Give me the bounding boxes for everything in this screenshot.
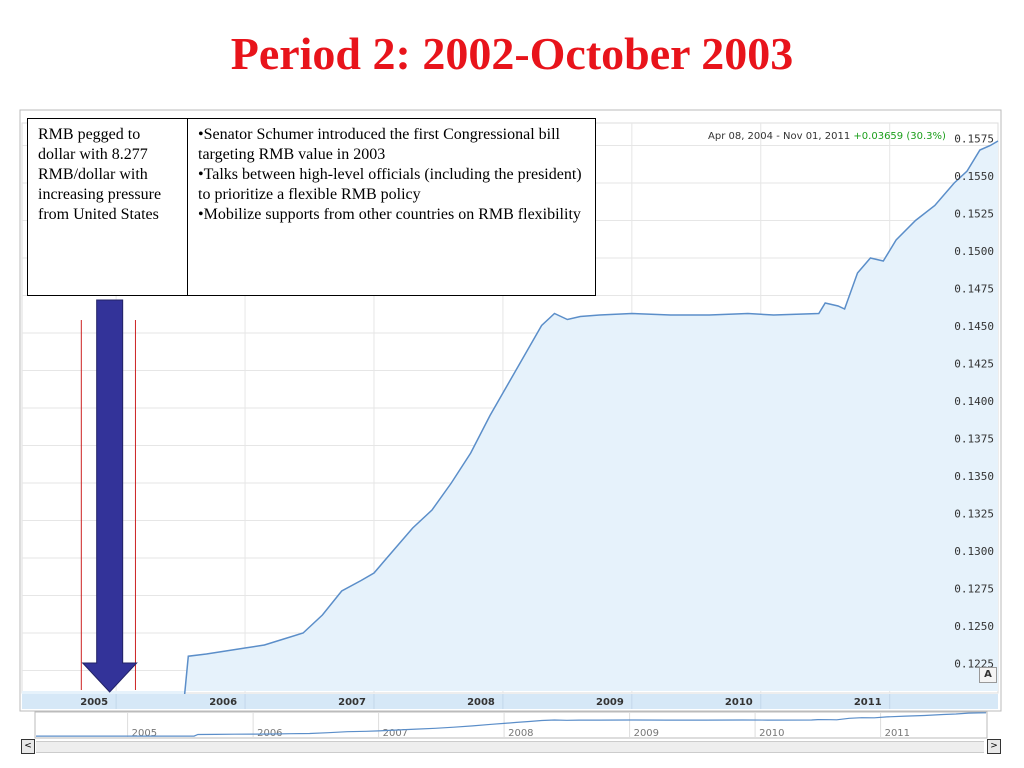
navigator-line <box>36 712 987 737</box>
y-tick-label: 0.1375 <box>954 433 994 446</box>
navigator-tick-label: 2011 <box>885 728 910 739</box>
down-arrow <box>81 299 138 693</box>
x-tick-label: 2008 <box>467 697 495 708</box>
series-line <box>22 140 999 697</box>
bullet-list-cell: •Senator Schumer introduced the first Co… <box>187 118 596 296</box>
annotation-toggle-button[interactable]: A <box>979 667 997 683</box>
navigator-tick-label: 2009 <box>634 728 659 739</box>
x-tick-label: 2010 <box>725 697 753 708</box>
y-tick-label: 0.1500 <box>954 245 994 258</box>
y-tick-label: 0.1300 <box>954 545 994 558</box>
navigator-tick-label: 2008 <box>508 728 533 739</box>
scroll-right-button[interactable]: > <box>987 739 1001 754</box>
y-tick-label: 0.1525 <box>954 208 994 221</box>
bullet-item: •Talks between high-level officials (inc… <box>198 166 582 203</box>
series-area <box>22 141 998 696</box>
y-tick-label: 0.1400 <box>954 395 994 408</box>
range-change: +0.03659 (30.3%) <box>853 131 946 142</box>
range-end-date: Nov 01, 2011 <box>783 131 851 142</box>
info-table: RMB pegged to dollar with 8.277 RMB/doll… <box>27 118 596 296</box>
y-tick-label: 0.1550 <box>954 170 994 183</box>
y-tick-label: 0.1250 <box>954 620 994 633</box>
y-tick-label: 0.1325 <box>954 508 994 521</box>
info-table-row: RMB pegged to dollar with 8.277 RMB/doll… <box>27 118 596 296</box>
navigator-panel <box>34 711 988 739</box>
peg-description-cell: RMB pegged to dollar with 8.277 RMB/doll… <box>27 118 188 296</box>
y-tick-label: 0.1350 <box>954 470 994 483</box>
date-range-header: Apr 08, 2004 - Nov 01, 2011 +0.03659 (30… <box>708 131 946 142</box>
y-tick-label: 0.1425 <box>954 358 994 371</box>
scroll-left-button[interactable]: < <box>21 739 35 754</box>
navigator-tick-label: 2005 <box>132 728 157 739</box>
x-tick-label: 2006 <box>209 697 237 708</box>
x-axis-band <box>22 694 998 709</box>
y-tick-label: 0.1575 <box>954 133 994 146</box>
bullet-item: •Mobilize supports from other countries … <box>198 206 581 223</box>
navigator-tick-label: 2010 <box>759 728 784 739</box>
range-start-date: Apr 08, 2004 <box>708 131 774 142</box>
bullet-item: •Senator Schumer introduced the first Co… <box>198 126 560 163</box>
range-separator: - <box>776 131 780 142</box>
x-tick-label: 2005 <box>80 697 108 708</box>
y-tick-label: 0.1450 <box>954 320 994 333</box>
navigator-scrollbar[interactable] <box>36 741 984 753</box>
y-tick-label: 0.1275 <box>954 583 994 596</box>
slide-title: Period 2: 2002-October 2003 <box>230 28 794 79</box>
x-tick-label: 2007 <box>338 697 366 708</box>
y-tick-label: 0.1475 <box>954 283 994 296</box>
x-tick-label: 2011 <box>854 697 882 708</box>
x-tick-label: 2009 <box>596 697 624 708</box>
navigator-tick-label: 2007 <box>383 728 408 739</box>
